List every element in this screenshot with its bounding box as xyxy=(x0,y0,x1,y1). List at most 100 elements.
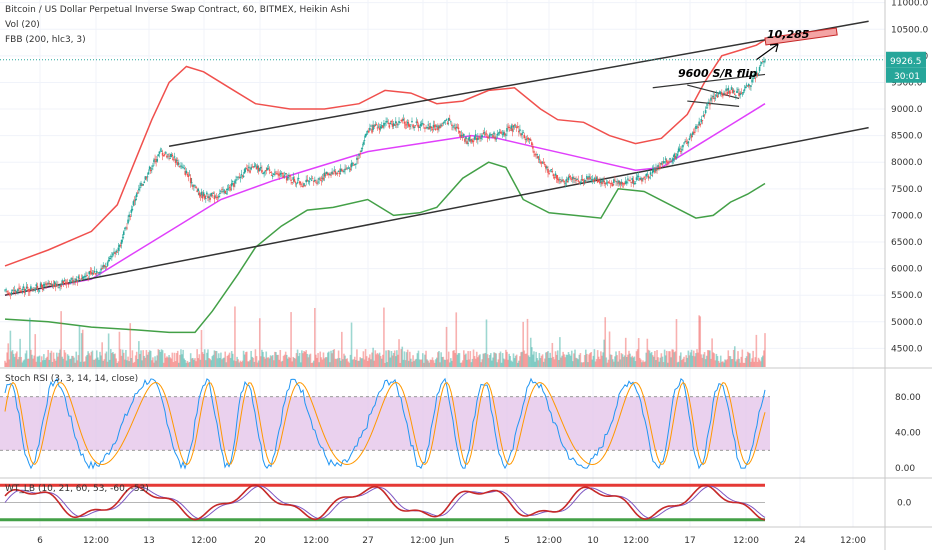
volume-bar xyxy=(469,351,472,367)
candle-body xyxy=(404,124,407,126)
candle-body xyxy=(346,167,349,169)
sr-flip-label: 9600 S/R flip xyxy=(678,67,757,80)
volume-bar xyxy=(733,346,736,367)
volume-bar xyxy=(555,354,558,367)
x-tick-label: 24 xyxy=(794,536,806,546)
volume-bar xyxy=(115,358,117,367)
volume-bar xyxy=(169,357,171,367)
volume-bar xyxy=(537,360,540,367)
candle-body xyxy=(183,168,186,169)
candle-body xyxy=(178,163,180,165)
candle-body xyxy=(268,169,271,171)
volume-bar xyxy=(269,355,272,367)
candle-body xyxy=(685,140,687,142)
volume-bar xyxy=(131,350,134,367)
volume-bar xyxy=(522,321,524,367)
candle-body xyxy=(731,89,734,93)
volume-bar xyxy=(725,360,727,367)
volume-bar xyxy=(75,351,78,367)
candle-body xyxy=(298,181,301,184)
volume-bar xyxy=(615,351,617,367)
volume-bar xyxy=(527,355,530,367)
candle-body xyxy=(316,182,318,184)
candle-body xyxy=(627,178,629,180)
volume-bar xyxy=(5,362,7,367)
volume-bar xyxy=(714,360,717,367)
volume-bar xyxy=(25,350,28,367)
candle-body xyxy=(318,178,320,180)
candle-body xyxy=(90,272,93,274)
volume-bar xyxy=(34,334,37,367)
channel-lower-line xyxy=(4,126,869,296)
volume-bar xyxy=(502,358,505,367)
candle-body xyxy=(477,137,479,140)
volume-bar xyxy=(552,356,555,367)
candle-body xyxy=(494,136,496,140)
volume-bar xyxy=(288,356,290,367)
volume-bar xyxy=(592,355,595,367)
candle-body xyxy=(260,167,262,169)
candle-body xyxy=(554,173,557,176)
candle-body xyxy=(102,264,105,268)
candle-body xyxy=(535,154,537,156)
candle-body xyxy=(288,175,290,177)
volume-bar xyxy=(450,358,452,367)
volume-bar xyxy=(675,319,678,367)
volume-bar xyxy=(418,359,421,367)
candle-body xyxy=(207,196,209,199)
x-tick-label: 17 xyxy=(684,536,695,546)
candle-body xyxy=(715,94,718,96)
volume-bar xyxy=(176,350,179,367)
candle-body xyxy=(56,284,58,286)
volume-bar xyxy=(580,362,583,367)
volume-bar xyxy=(432,360,435,367)
candle-body xyxy=(75,278,78,281)
volume-bar xyxy=(387,350,390,367)
volume-bar xyxy=(572,361,574,367)
candle-body xyxy=(400,120,402,122)
volume-bar xyxy=(302,353,304,367)
candle-body xyxy=(745,84,748,86)
volume-bar xyxy=(370,359,372,367)
volume-bar xyxy=(698,315,700,367)
wt-tick-label: 0.0 xyxy=(897,499,912,509)
volume-bar xyxy=(621,354,624,367)
candle-body xyxy=(72,280,74,283)
candle-body xyxy=(660,162,663,165)
volume-bar xyxy=(661,356,664,367)
candle-body xyxy=(695,126,697,129)
volume-bar xyxy=(326,352,329,367)
candle-body xyxy=(457,127,460,130)
volume-bar xyxy=(498,353,501,367)
candle-body xyxy=(249,170,251,173)
volume-bar xyxy=(428,362,431,367)
candle-body xyxy=(542,162,545,164)
candle-body xyxy=(541,162,544,164)
volume-bar xyxy=(618,350,621,367)
volume-bar xyxy=(264,358,266,367)
volume-bar xyxy=(317,353,319,367)
candle-body xyxy=(214,196,217,198)
candle-body xyxy=(632,179,635,184)
volume-bar xyxy=(474,358,477,367)
candle-body xyxy=(451,124,453,126)
candle-body xyxy=(79,279,82,281)
candle-body xyxy=(363,140,366,141)
volume-bar xyxy=(717,360,720,367)
volume-bar xyxy=(174,361,177,367)
volume-bar xyxy=(223,357,225,367)
candle-body xyxy=(394,121,397,124)
volume-bar xyxy=(441,357,444,367)
volume-bar xyxy=(94,358,97,367)
candle-body xyxy=(757,73,760,75)
candle-body xyxy=(261,169,263,173)
candle-body xyxy=(635,177,638,180)
candle-body xyxy=(608,182,611,184)
volume-bar xyxy=(732,349,735,367)
volume-bar xyxy=(249,359,251,367)
volume-bar xyxy=(139,354,141,367)
candle-body xyxy=(378,127,381,130)
volume-bar xyxy=(321,359,324,367)
volume-bar xyxy=(208,358,210,367)
volume-bar xyxy=(180,349,182,367)
